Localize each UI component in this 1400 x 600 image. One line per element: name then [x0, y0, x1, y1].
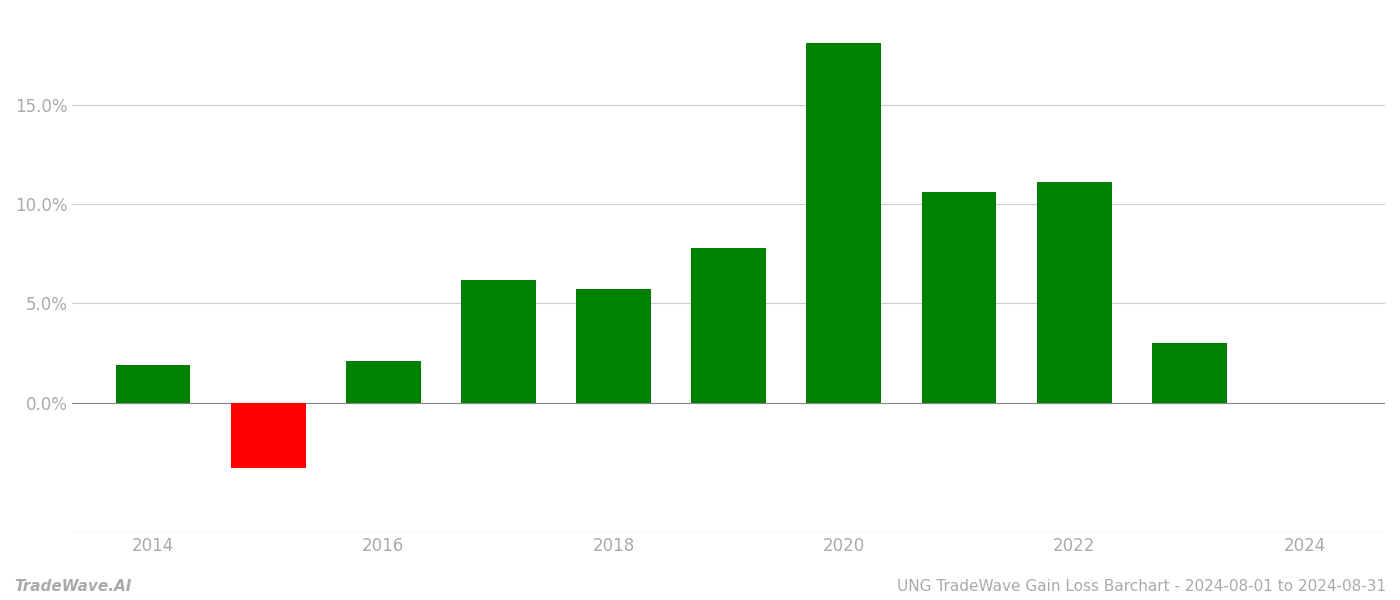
Bar	[1036, 182, 1112, 403]
Text: UNG TradeWave Gain Loss Barchart - 2024-08-01 to 2024-08-31: UNG TradeWave Gain Loss Barchart - 2024-…	[897, 579, 1386, 594]
Bar	[806, 43, 881, 403]
Text: TradeWave.AI: TradeWave.AI	[14, 579, 132, 594]
Bar	[231, 403, 305, 469]
Bar	[116, 365, 190, 403]
Bar	[346, 361, 420, 403]
Bar	[577, 289, 651, 403]
Bar	[692, 248, 766, 403]
Bar	[461, 280, 536, 403]
Bar	[921, 192, 997, 403]
Bar	[1152, 343, 1226, 403]
